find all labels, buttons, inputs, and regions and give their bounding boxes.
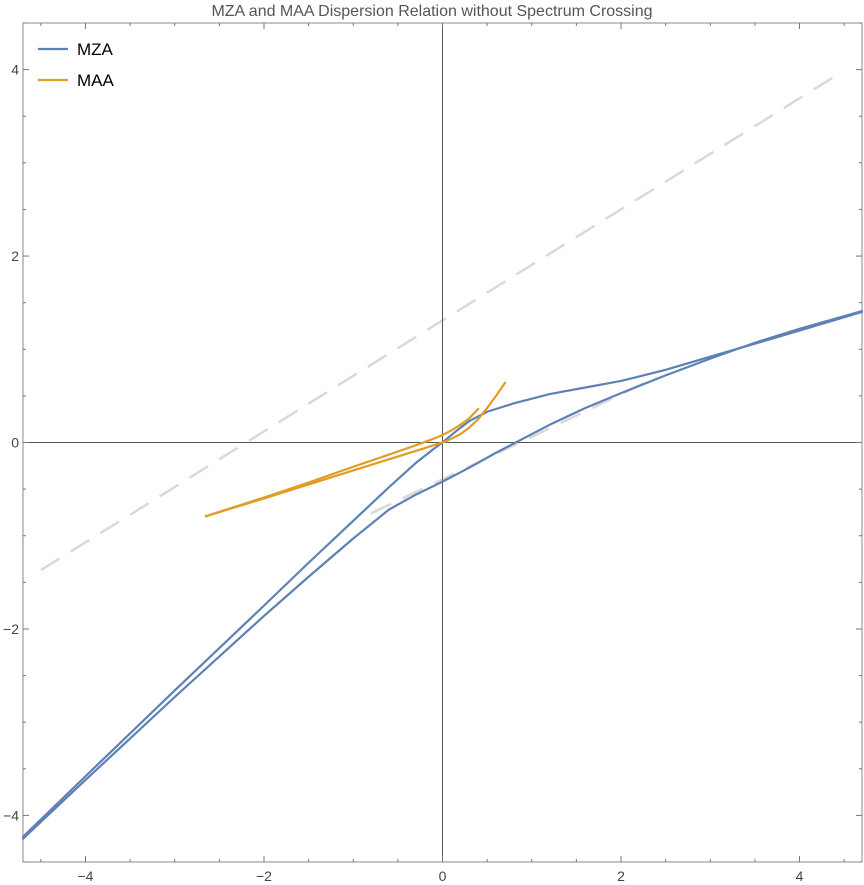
y-tick-label: 2 [11, 248, 19, 264]
legend-label-maa: MAA [77, 71, 115, 90]
asymptote-line-2 [370, 376, 658, 515]
plot-area: −4 −2 0 2 4 −4 −2 0 2 4 [3, 22, 864, 884]
asymptote-layer [40, 75, 836, 572]
legend-label-mza: MZA [77, 40, 114, 59]
x-tick-label: −4 [77, 868, 93, 884]
x-tick-label: 0 [439, 868, 447, 884]
mza-branch-1 [21, 310, 864, 838]
legend: MZA MAA [38, 40, 115, 90]
maa-branch-1 [204, 381, 507, 518]
series-layer [21, 309, 864, 840]
x-tick-label: 4 [796, 868, 804, 884]
y-tick-label: −4 [3, 807, 19, 823]
x-tick-label: −2 [256, 868, 272, 884]
y-tick-label: −2 [3, 621, 19, 637]
y-tick-label: 0 [11, 435, 19, 451]
asymptote-line-1 [40, 75, 836, 572]
maa-branch-2 [204, 407, 480, 518]
y-tick-label: 4 [11, 62, 19, 78]
chart-title: MZA and MAA Dispersion Relation without … [211, 3, 652, 20]
x-tick-label: 2 [617, 868, 625, 884]
mza-branch-2 [21, 309, 864, 840]
tick-layer: −4 −2 0 2 4 −4 −2 0 2 4 [3, 22, 862, 884]
